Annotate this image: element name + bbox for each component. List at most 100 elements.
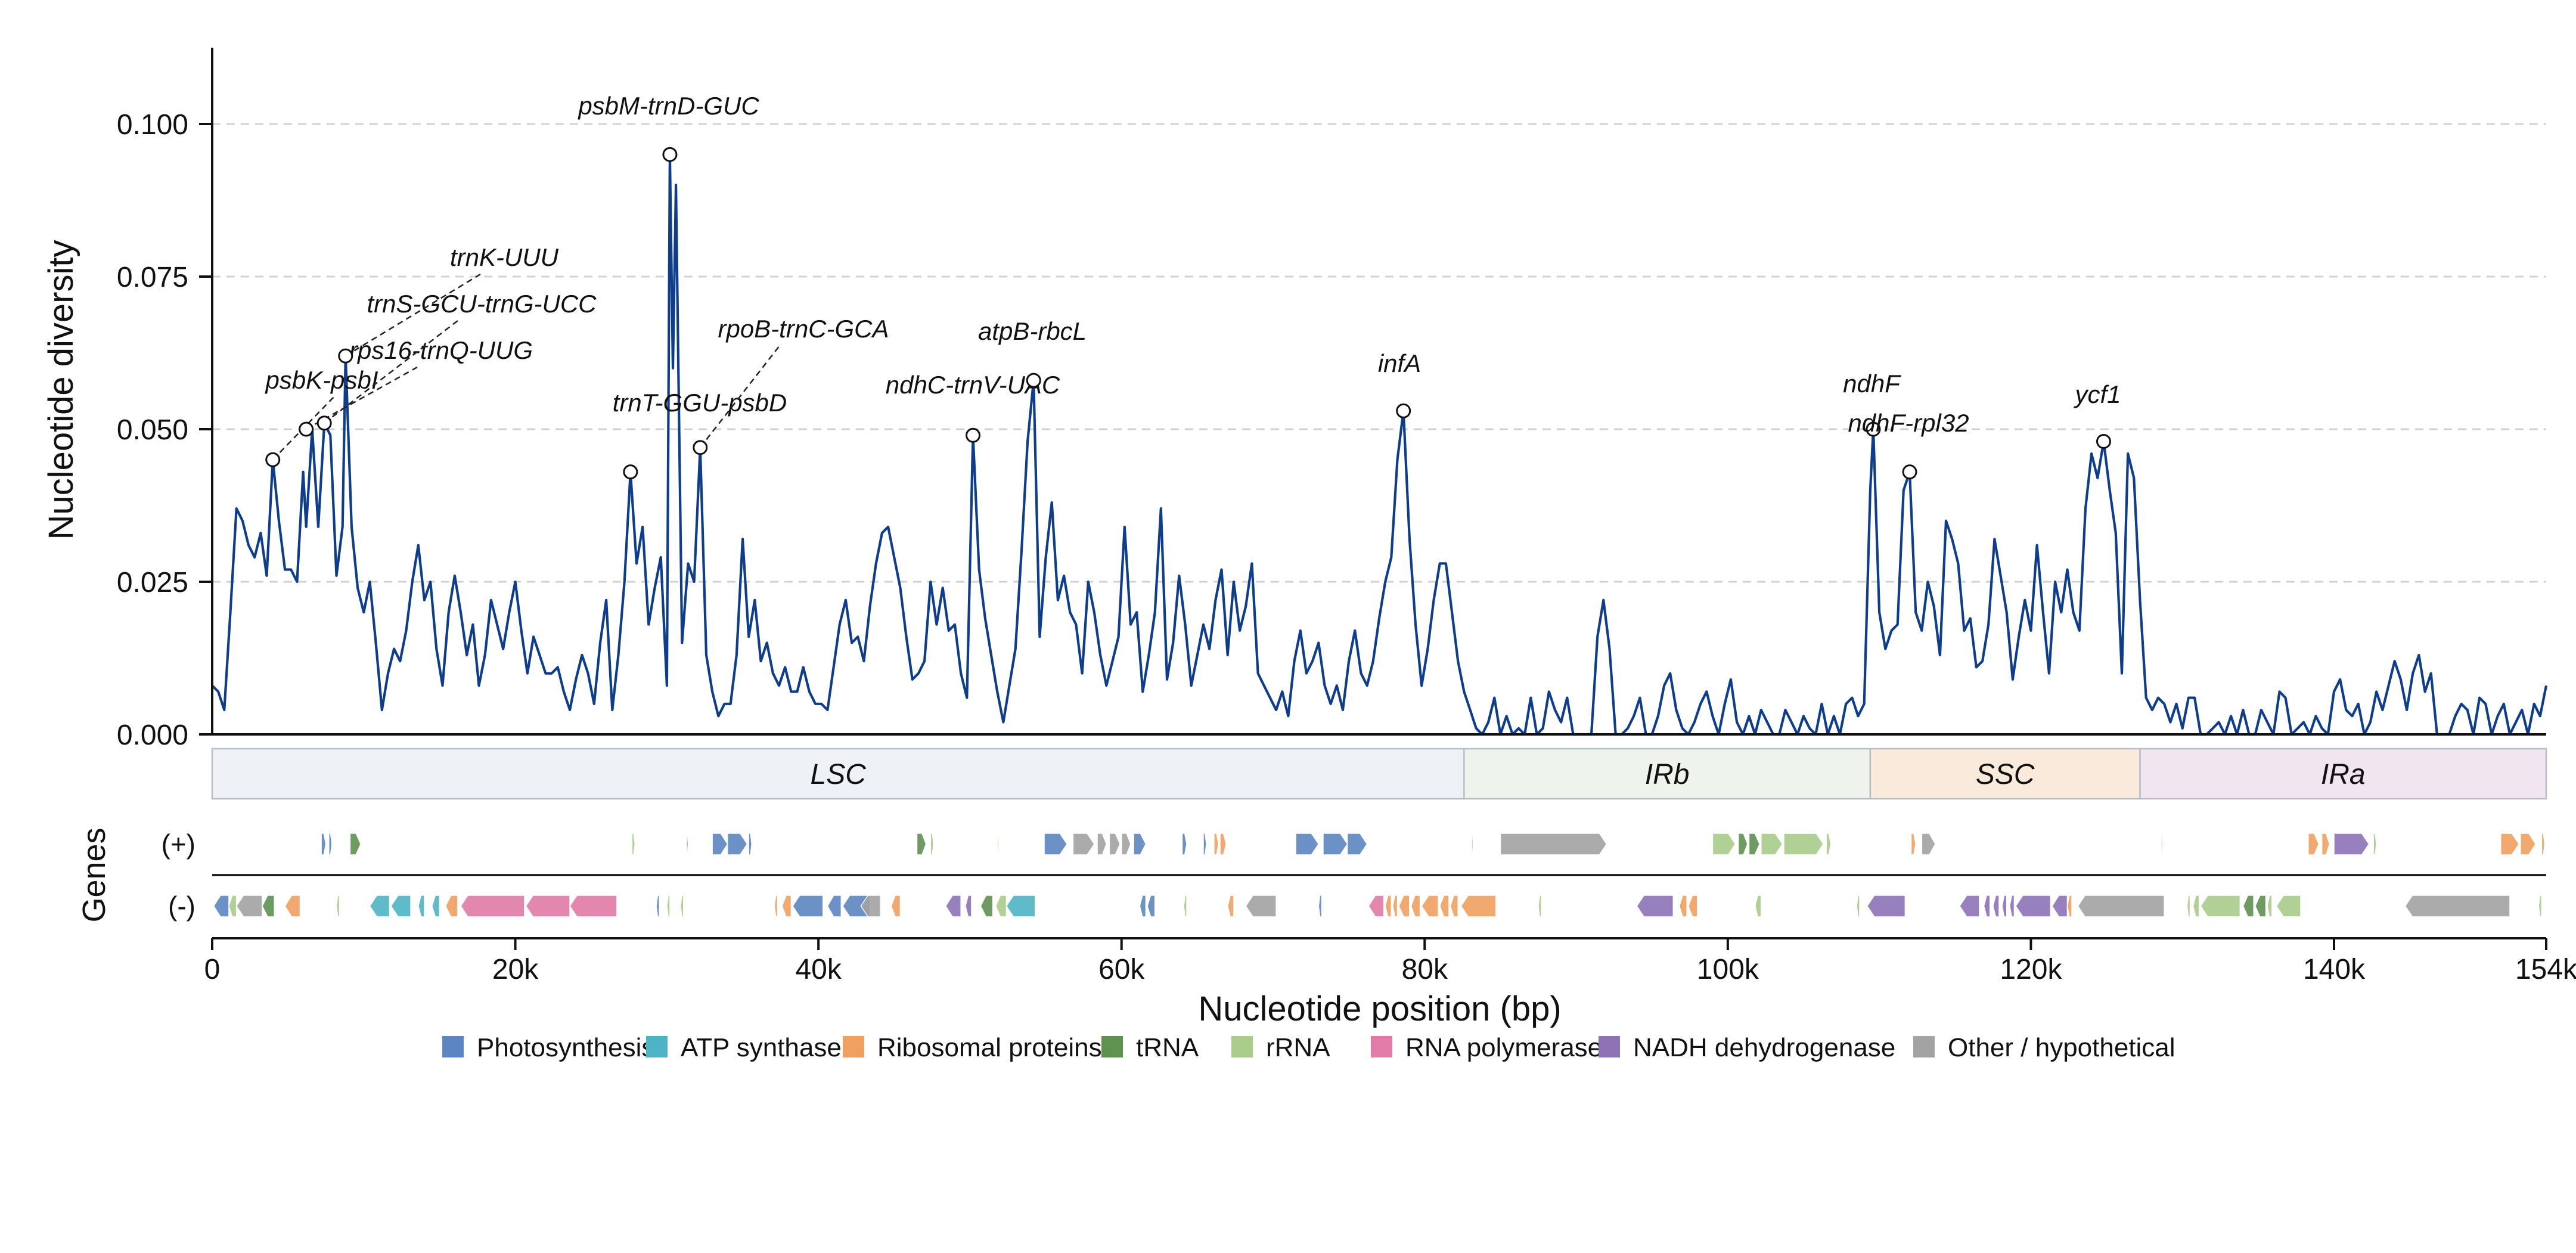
region-label: IRb: [1645, 759, 1690, 790]
gene-minus: [2009, 895, 2015, 917]
gene-plus: [1097, 833, 1107, 855]
strand-minus-label: (-): [168, 891, 195, 922]
gene-minus: [1439, 895, 1450, 917]
legend-label: rRNA: [1266, 1033, 1330, 1062]
legend: Photosynthesis ATP synthase Ribosomal prot…: [442, 1033, 2175, 1062]
gene-minus: [2276, 895, 2301, 917]
peak-marker: [1902, 464, 1917, 480]
gene-plus: [1133, 833, 1147, 855]
gene-plus: [1213, 833, 1219, 855]
gene-minus: [666, 895, 671, 917]
gene-minus: [1678, 895, 1687, 917]
gene-minus: [2404, 895, 2510, 917]
gene-plus: [1219, 833, 1227, 855]
gene-minus: [827, 895, 842, 917]
region-ira: [2139, 748, 2547, 800]
gene-minus: [945, 895, 961, 917]
gene-minus: [284, 895, 301, 917]
peak-marker: [316, 415, 332, 431]
gene-minus: [965, 895, 972, 917]
gene-minus: [235, 895, 263, 917]
gene-minus: [1538, 895, 1542, 917]
gene-minus: [1687, 895, 1698, 917]
gene-minus: [860, 895, 882, 917]
gene-minus: [1398, 895, 1410, 917]
gene-minus: [1227, 895, 1234, 917]
gene-minus: [1410, 895, 1421, 917]
gene-minus: [1385, 895, 1392, 917]
peak-marker: [693, 440, 708, 455]
gene-plus: [1826, 833, 1832, 855]
y-axis-label: Nucleotide diversity: [42, 240, 80, 540]
gene-plus: [748, 833, 753, 855]
gene-minus: [2242, 895, 2254, 917]
gene-minus: [792, 895, 824, 917]
legend-label: RNA polymerase: [1405, 1033, 1602, 1062]
gene-minus: [2015, 895, 2052, 917]
peak-marker: [299, 421, 314, 437]
gene-minus: [1959, 895, 1980, 917]
region-label: IRa: [2321, 759, 2366, 790]
gene-plus: [2500, 833, 2520, 855]
gene-minus: [369, 895, 390, 917]
gene-plus: [1203, 833, 1207, 855]
gene-plus: [1783, 833, 1824, 855]
gene-plus: [727, 833, 748, 855]
legend-swatch: [1371, 1036, 1392, 1057]
gene-minus: [995, 895, 1007, 917]
gene-plus: [2541, 833, 2546, 855]
gene-minus: [1005, 895, 1036, 917]
gene-plus: [631, 833, 636, 855]
diversity-series-line: [211, 153, 2548, 736]
legend-label: ATP synthase: [681, 1033, 842, 1062]
legend-swatch: [442, 1036, 464, 1057]
gene-plus: [2321, 833, 2330, 855]
y-tick-label: 0.025: [117, 567, 188, 598]
peak-label: trnK-UUU: [450, 243, 559, 271]
gene-minus: [445, 895, 458, 917]
gene-plus: [930, 833, 935, 855]
annotation-leader: [324, 320, 458, 424]
x-axis-label: Nucleotide position (bp): [1198, 990, 1561, 1028]
peak-label: trnS-GCU-trnG-UCC: [367, 290, 597, 318]
gene-plus: [1761, 833, 1783, 855]
gene-minus: [460, 895, 525, 917]
gene-minus: [1992, 895, 2000, 917]
gene-plus: [2333, 833, 2370, 855]
x-tick-label: 100k: [1697, 954, 1759, 985]
gene-minus: [679, 895, 684, 917]
gene-minus: [656, 895, 660, 917]
gene-minus: [2052, 895, 2068, 917]
diversity-line-layer: [211, 153, 2548, 736]
gene-minus: [2001, 895, 2007, 917]
region-irb: [1463, 748, 1872, 800]
peak-marker: [966, 427, 981, 443]
gene-minus: [1245, 895, 1277, 917]
gene-minus: [1392, 895, 1398, 917]
peak-marker: [2096, 433, 2111, 449]
legend-swatch: [1231, 1036, 1253, 1057]
gene-minus: [390, 895, 411, 917]
gene-plus: [997, 833, 1000, 855]
gene-plus: [1500, 833, 1607, 855]
legend-swatch: [646, 1036, 668, 1057]
gene-minus: [2077, 895, 2165, 917]
legend-swatch: [1101, 1036, 1123, 1057]
x-tick-label: 20k: [492, 954, 539, 985]
y-gridlines: [212, 123, 2546, 583]
peak-label: psbM-trnD-GUC: [577, 92, 759, 120]
gene-minus: [781, 895, 792, 917]
gene-plus: [1712, 833, 1736, 855]
legend-swatch: [1599, 1036, 1620, 1057]
peak-marker: [1026, 373, 1041, 388]
gene-minus: [774, 895, 778, 917]
gene-minus: [1983, 895, 1991, 917]
gene-minus: [262, 895, 275, 917]
gene-minus: [213, 895, 229, 917]
gene-plus: [1323, 833, 1348, 855]
gene-minus: [2267, 895, 2273, 917]
gene-minus: [1856, 895, 1860, 917]
gene-minus: [228, 895, 237, 917]
legend-label: Ribosomal proteins: [877, 1033, 1102, 1062]
